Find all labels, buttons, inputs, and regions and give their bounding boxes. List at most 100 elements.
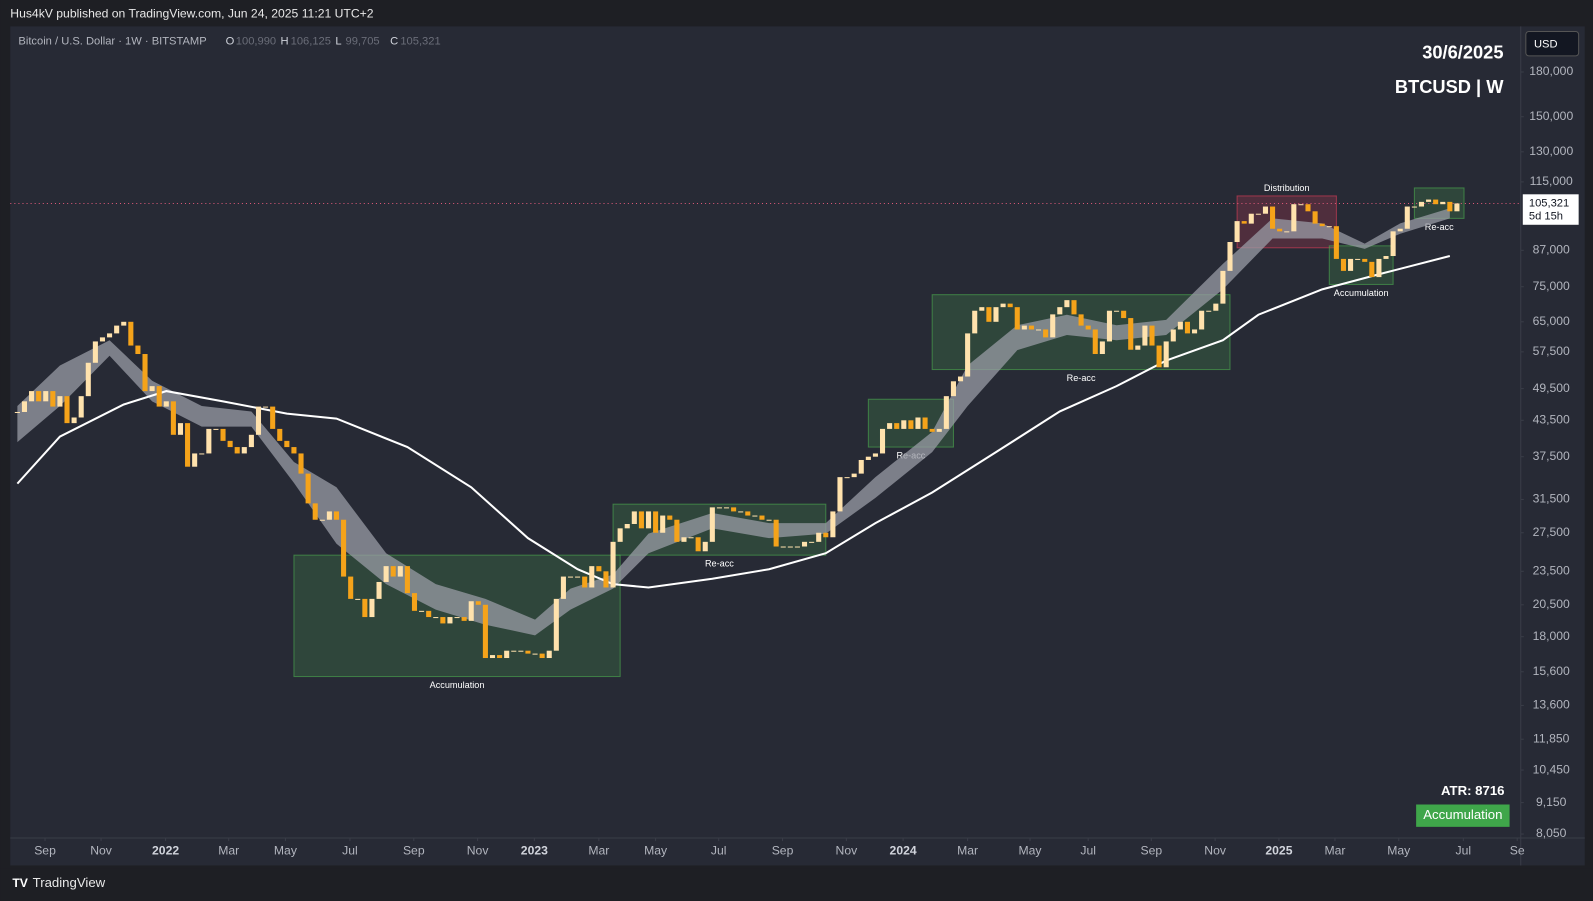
candle <box>135 345 141 355</box>
ohlc-value: 99,705 <box>345 36 379 48</box>
candle <box>773 519 779 547</box>
x-tick-label: Mar <box>218 843 239 857</box>
candle <box>248 434 254 448</box>
candle <box>1262 206 1269 214</box>
x-tick-label: May <box>274 843 298 857</box>
candle <box>908 420 914 429</box>
candle <box>915 417 921 429</box>
candle <box>43 391 49 402</box>
candle <box>1397 228 1403 232</box>
x-tick-label: 2022 <box>152 843 179 857</box>
y-tick-label: 8,050 <box>1536 826 1567 840</box>
candle <box>1390 231 1396 257</box>
y-tick-label: 75,000 <box>1533 279 1570 293</box>
currency[interactable]: USD <box>1534 39 1558 51</box>
candle <box>674 519 680 542</box>
candle <box>461 617 467 621</box>
x-tick-label: Nov <box>836 843 859 857</box>
y-tick-label: 23,500 <box>1533 564 1570 578</box>
candle <box>1319 223 1325 227</box>
candle <box>539 653 545 659</box>
footer-bar <box>0 868 1593 901</box>
candle <box>227 440 233 448</box>
y-tick-label: 37,500 <box>1533 449 1570 463</box>
candle <box>887 423 893 429</box>
candle <box>1234 221 1240 242</box>
candle <box>255 406 262 435</box>
y-tick-label: 130,000 <box>1529 144 1573 158</box>
zone-label: Re-acc <box>1425 222 1454 232</box>
zone-label: Accumulation <box>430 680 485 690</box>
x-tick-label: May <box>644 843 668 857</box>
x-tick-label: Jul <box>342 843 358 857</box>
candle <box>645 511 652 529</box>
candle <box>1376 258 1382 278</box>
candle <box>241 447 247 454</box>
candle <box>36 391 42 402</box>
y-tick-label: 150,000 <box>1529 109 1573 123</box>
candle <box>922 417 928 429</box>
y-tick-label: 49,500 <box>1533 381 1570 395</box>
candle <box>99 337 106 342</box>
x-tick-label: Sep <box>772 843 794 857</box>
candle <box>426 610 432 618</box>
y-tick-label: 18,000 <box>1533 629 1570 643</box>
currency-box[interactable] <box>1525 30 1580 57</box>
candle <box>1177 321 1183 330</box>
candle <box>929 428 935 432</box>
candle <box>709 507 715 542</box>
candle <box>879 428 886 454</box>
candle <box>270 406 276 429</box>
candle <box>681 537 687 542</box>
zone-label: Distribution <box>1264 183 1310 193</box>
candle <box>1050 314 1056 338</box>
candle <box>1163 341 1169 368</box>
candle <box>738 511 744 513</box>
candle <box>29 391 35 402</box>
candle <box>1284 231 1290 233</box>
candle <box>1383 256 1389 259</box>
candle <box>794 546 800 548</box>
candle <box>1454 203 1460 212</box>
candle <box>1114 310 1120 312</box>
candle <box>780 546 786 548</box>
price-label: 105,321 <box>1529 197 1569 209</box>
candle <box>972 310 978 334</box>
candle <box>1128 318 1134 350</box>
countdown: 5d 15h <box>1529 211 1563 223</box>
zone-label: Accumulation <box>1334 288 1389 298</box>
candle <box>667 515 673 520</box>
x-tick-label: 2024 <box>890 843 917 857</box>
candle <box>1028 325 1034 330</box>
x-tick-label: Sep <box>34 843 56 857</box>
candle <box>653 511 659 533</box>
ohlc: O 100,990 H 106,125 L 99,705 C 105,321 <box>226 36 441 48</box>
candle <box>901 420 907 429</box>
candle <box>1291 204 1297 232</box>
x-tick-label: 2025 <box>1265 843 1292 857</box>
badge: Accumulation <box>1423 807 1502 822</box>
candle <box>575 576 581 578</box>
y-tick-label: 20,500 <box>1533 597 1570 611</box>
candle <box>596 566 602 572</box>
candle <box>21 401 28 412</box>
candle <box>390 566 396 577</box>
x-tick-label: Se <box>1510 843 1525 857</box>
y-tick-label: 180,000 <box>1529 64 1573 78</box>
candle <box>440 617 446 624</box>
candle <box>114 325 120 334</box>
sma-line <box>16 255 1451 589</box>
candle <box>1142 325 1148 346</box>
candle <box>170 401 176 435</box>
candle <box>1333 226 1339 259</box>
candle <box>752 515 758 517</box>
candle <box>1021 325 1027 330</box>
candle <box>1206 310 1212 312</box>
candle <box>1248 213 1254 224</box>
candle <box>50 391 56 407</box>
candle <box>1348 258 1354 271</box>
candle <box>206 428 212 454</box>
candle <box>1213 303 1219 311</box>
candle <box>1270 206 1276 229</box>
candle <box>64 396 70 424</box>
